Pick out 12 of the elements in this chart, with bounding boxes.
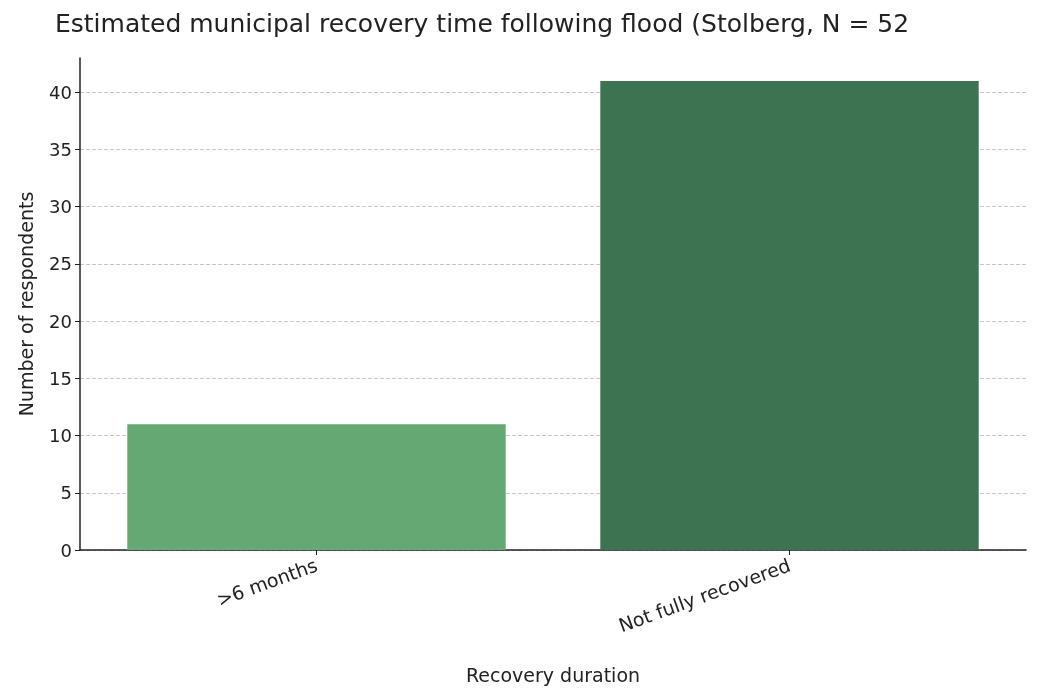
- y-tick-label: 10: [49, 425, 72, 447]
- y-tick-label: 15: [49, 367, 72, 389]
- y-axis-title: Number of respondents: [14, 191, 37, 417]
- y-tick-label: 5: [60, 482, 72, 504]
- chart-title: Estimated municipal recovery time following flood (Stolberg, N = 52: [55, 9, 910, 38]
- y-tick-label: 25: [49, 253, 72, 275]
- y-tick-label: 30: [49, 196, 72, 218]
- y-tick-label: 40: [49, 81, 72, 103]
- y-tick-label: 20: [49, 310, 72, 332]
- x-axis-title: Recovery duration: [465, 663, 641, 686]
- y-tick-label: 35: [49, 139, 72, 161]
- y-tick-label: 0: [60, 539, 72, 561]
